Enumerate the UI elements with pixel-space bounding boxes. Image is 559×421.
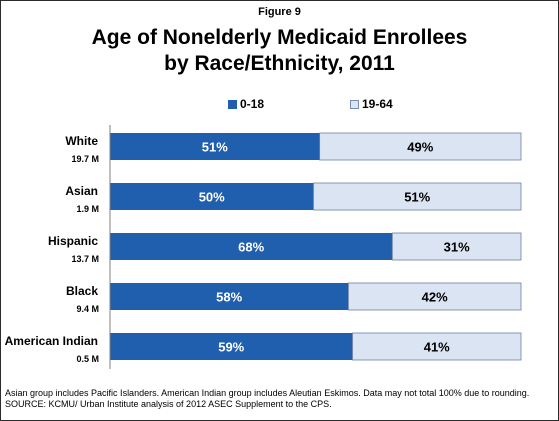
chart-title-line-1: Age of Nonelderly Medicaid Enrollees	[91, 26, 468, 49]
category-label-white: White	[65, 134, 98, 148]
chart-legend: 0-18 19-64	[1, 97, 558, 111]
data-label-american-indian-19-64: 41%	[424, 340, 450, 355]
category-label-american-indian: American Indian	[5, 334, 98, 348]
category-sublabel-asian: 1.9 M	[76, 204, 99, 214]
bar-black-0-18	[110, 283, 349, 310]
category-sublabel-black: 9.4 M	[76, 304, 99, 314]
category-sublabel-american-indian: 0.5 M	[76, 354, 99, 364]
legend-swatch-0-18	[228, 99, 237, 109]
category-sublabel-white: 19.7 M	[71, 154, 99, 164]
bar-black-19-64	[347, 282, 522, 311]
data-label-white-19-64: 49%	[407, 140, 433, 155]
data-label-black-0-18: 58%	[216, 290, 242, 305]
bar-asian-0-18	[110, 183, 314, 210]
category-label-black: Black	[66, 284, 98, 298]
legend-item-19-64: 19-64	[350, 97, 393, 111]
chart-title: Age of Nonelderly Medicaid Enrollees by …	[1, 25, 558, 77]
chart-title-line-2: by Race/Ethnicity, 2011	[164, 52, 395, 75]
data-label-white-0-18: 51%	[202, 140, 228, 155]
data-label-american-indian-0-18: 59%	[218, 340, 244, 355]
category-label-hispanic: Hispanic	[48, 234, 98, 248]
bar-white-19-64	[319, 132, 522, 161]
legend-swatch-19-64	[350, 99, 359, 109]
data-label-hispanic-0-18: 68%	[238, 240, 264, 255]
bar-american-indian-19-64	[352, 332, 522, 361]
footnote-line-2: SOURCE: KCMU/ Urban Institute analysis o…	[5, 399, 332, 409]
bar-hispanic-0-18	[110, 233, 393, 260]
chart-plot: 51% 49% White 19.7 M 50% 51% Asian 1.9 M 68% 31% H…	[5, 125, 522, 369]
bar-asian-19-64	[313, 182, 522, 211]
figure-label: Figure 9	[258, 6, 301, 18]
data-label-asian-0-18: 50%	[199, 190, 225, 205]
footnote-line-1: Asian group includes Pacific Islanders. …	[5, 388, 530, 398]
footnotes: Asian group includes Pacific Islanders. …	[5, 388, 555, 410]
legend-label-0-18: 0-18	[240, 97, 265, 111]
data-label-asian-19-64: 51%	[404, 190, 430, 205]
bar-american-indian-0-18	[110, 333, 353, 360]
category-sublabel-hispanic: 13.7 M	[71, 254, 99, 264]
category-label-asian: Asian	[65, 184, 98, 198]
bar-hispanic-19-64	[391, 232, 522, 261]
data-label-hispanic-19-64: 31%	[444, 240, 470, 255]
bar-white-0-18	[110, 133, 320, 160]
legend-label-19-64: 19-64	[362, 97, 393, 111]
data-label-black-19-64: 42%	[422, 290, 448, 305]
legend-item-0-18: 0-18	[228, 97, 264, 111]
